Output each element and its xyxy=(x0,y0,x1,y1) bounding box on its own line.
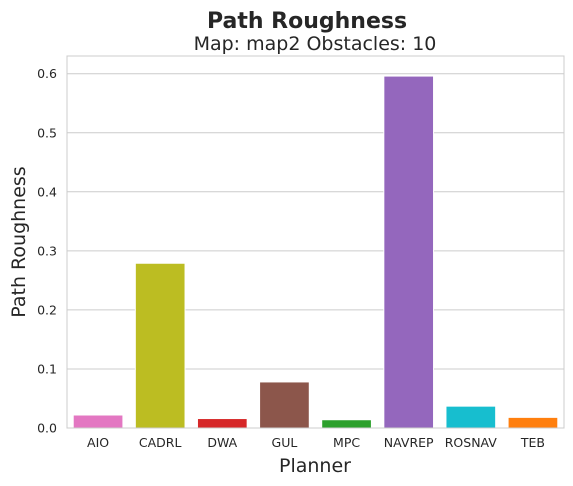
y-tick-labels: 0.0 0.1 0.2 0.3 0.4 0.5 0.6 xyxy=(37,66,57,435)
x-tick-label-gul: GUL xyxy=(272,435,298,450)
bar-layer xyxy=(72,75,559,429)
x-tick-label-navrep: NAVREP xyxy=(384,435,434,450)
y-tick-label: 0.6 xyxy=(37,66,57,81)
x-tick-label-dwa: DWA xyxy=(207,435,237,450)
bar-gul xyxy=(259,381,310,429)
y-axis-label: Path Roughness xyxy=(8,166,30,317)
x-tick-label-aio: AIO xyxy=(87,435,109,450)
x-tick-label-rosnav: ROSNAV xyxy=(445,435,498,450)
bar-teb xyxy=(507,416,559,429)
y-tick-label: 0.3 xyxy=(37,243,57,258)
bar-dwa xyxy=(196,418,248,429)
x-tick-labels: AIO CADRL DWA GUL MPC NAVREP ROSNAV TEB xyxy=(87,435,545,450)
y-tick-label: 0.2 xyxy=(37,302,57,317)
y-tick-label: 0.1 xyxy=(37,361,57,376)
bar-mpc xyxy=(321,419,372,429)
bar-navrep xyxy=(383,75,435,429)
bar-rosnav xyxy=(445,405,497,429)
x-tick-label-mpc: MPC xyxy=(333,435,360,450)
y-tick-label: 0.0 xyxy=(37,421,57,436)
chart-title: Path Roughness xyxy=(207,9,407,34)
bar-cadrl xyxy=(134,262,186,429)
y-tick-label: 0.5 xyxy=(37,125,57,140)
x-tick-label-cadrl: CADRL xyxy=(139,435,182,450)
x-tick-label-teb: TEB xyxy=(520,435,545,450)
y-tick-label: 0.4 xyxy=(37,184,57,199)
x-axis-label: Planner xyxy=(279,455,351,477)
chart-subtitle: Map: map2 Obstacles: 10 xyxy=(194,33,437,55)
plot-frame xyxy=(66,55,565,429)
bar-aio xyxy=(72,414,124,429)
